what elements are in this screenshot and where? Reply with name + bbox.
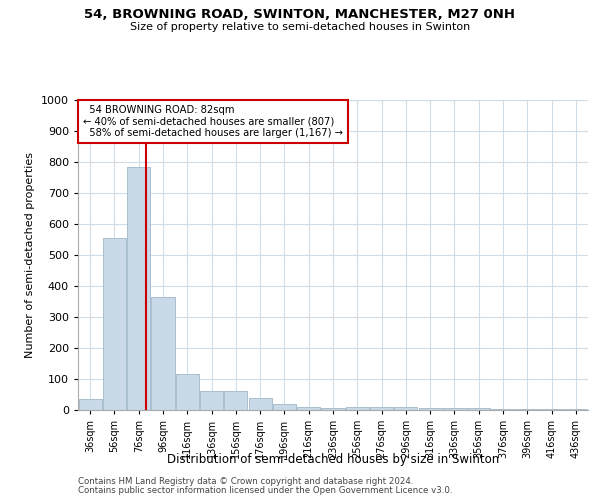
Text: Contains HM Land Registry data © Crown copyright and database right 2024.: Contains HM Land Registry data © Crown c…: [78, 478, 413, 486]
Bar: [565, 409, 587, 410]
Bar: [443, 408, 466, 410]
Text: Contains public sector information licensed under the Open Government Licence v3: Contains public sector information licen…: [78, 486, 452, 495]
Bar: [297, 407, 320, 410]
Bar: [127, 166, 150, 410]
Y-axis label: Number of semi-detached properties: Number of semi-detached properties: [25, 152, 35, 358]
Bar: [151, 297, 175, 410]
Bar: [176, 374, 199, 410]
Bar: [394, 407, 418, 410]
Bar: [516, 409, 539, 410]
Text: 54 BROWNING ROAD: 82sqm
← 40% of semi-detached houses are smaller (807)
  58% of: 54 BROWNING ROAD: 82sqm ← 40% of semi-de…: [83, 104, 343, 138]
Bar: [370, 407, 393, 410]
Bar: [540, 409, 563, 410]
Bar: [200, 391, 223, 410]
Bar: [79, 399, 101, 410]
Bar: [346, 407, 369, 410]
Text: Distribution of semi-detached houses by size in Swinton: Distribution of semi-detached houses by …: [167, 452, 499, 466]
Bar: [322, 408, 344, 410]
Text: Size of property relative to semi-detached houses in Swinton: Size of property relative to semi-detach…: [130, 22, 470, 32]
Bar: [491, 409, 515, 410]
Bar: [273, 404, 296, 410]
Bar: [419, 408, 442, 410]
Bar: [467, 408, 490, 410]
Bar: [224, 391, 247, 410]
Bar: [248, 398, 272, 410]
Bar: [103, 238, 126, 410]
Text: 54, BROWNING ROAD, SWINTON, MANCHESTER, M27 0NH: 54, BROWNING ROAD, SWINTON, MANCHESTER, …: [85, 8, 515, 20]
